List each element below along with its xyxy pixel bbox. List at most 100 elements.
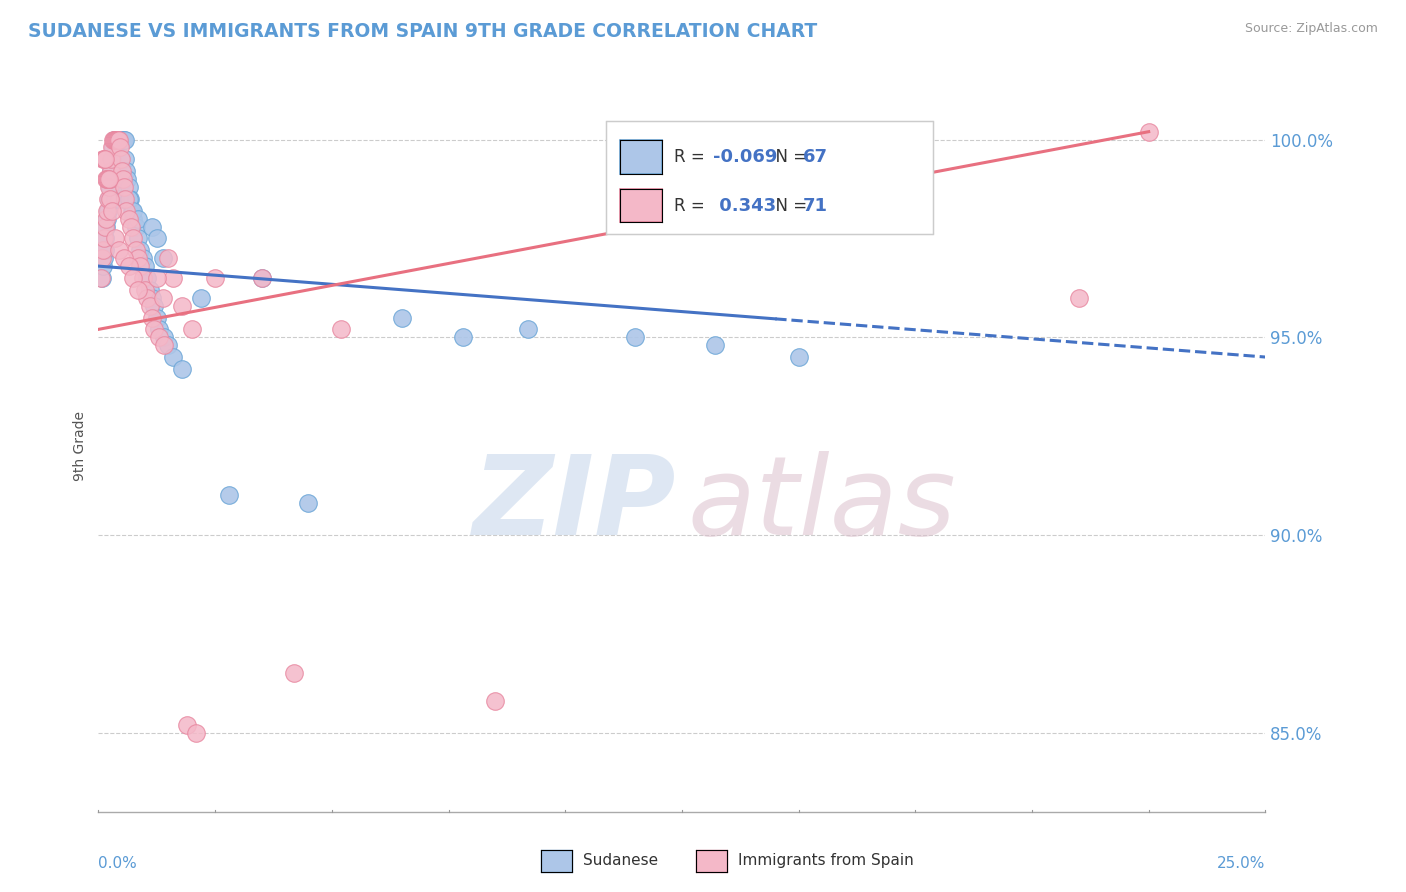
Point: [97, 203, 120, 218]
Point: [1137, 125, 1160, 139]
Point: [93, 251, 115, 265]
Point: [132, 251, 155, 265]
Text: R =: R =: [673, 148, 710, 166]
Point: [114, 153, 136, 167]
Point: [134, 259, 156, 273]
Point: [112, 132, 135, 146]
Point: [162, 350, 184, 364]
Point: [451, 330, 474, 344]
Point: [218, 488, 240, 502]
Point: [136, 271, 159, 285]
Point: [111, 164, 134, 178]
Point: [118, 259, 141, 273]
Point: [111, 132, 134, 146]
Point: [94, 219, 117, 234]
Point: [152, 338, 174, 352]
Point: [152, 291, 174, 305]
Point: [391, 310, 413, 325]
Point: [112, 251, 135, 265]
Point: [127, 283, 149, 297]
Point: [98, 180, 121, 194]
Point: [129, 244, 152, 258]
Point: [134, 283, 156, 297]
Point: [157, 251, 180, 265]
Point: [94, 231, 117, 245]
Text: 71: 71: [803, 196, 828, 215]
Point: [112, 180, 135, 194]
Point: [108, 140, 131, 154]
Y-axis label: 9th Grade: 9th Grade: [73, 411, 87, 481]
Point: [125, 244, 148, 258]
Point: [297, 496, 319, 510]
Point: [104, 132, 127, 146]
Point: [122, 203, 145, 218]
Point: [787, 350, 810, 364]
Point: [103, 132, 125, 146]
Point: [104, 132, 127, 146]
Point: [118, 192, 141, 206]
Point: [162, 271, 184, 285]
Point: [103, 132, 125, 146]
Point: [152, 330, 174, 344]
Point: [120, 219, 142, 234]
Point: [143, 322, 166, 336]
Point: [176, 717, 198, 731]
Point: [111, 172, 134, 186]
Point: [118, 180, 141, 194]
Point: [94, 244, 117, 258]
Point: [97, 172, 120, 186]
Point: [330, 322, 353, 336]
Point: [146, 310, 169, 325]
Point: [93, 153, 115, 167]
Point: [127, 231, 149, 245]
Text: 0.343: 0.343: [713, 196, 776, 215]
Point: [108, 132, 131, 146]
Point: [97, 192, 120, 206]
Point: [180, 322, 202, 336]
Point: [122, 271, 145, 285]
Point: [172, 299, 194, 313]
Point: [94, 211, 117, 226]
Point: [146, 271, 169, 285]
Point: [146, 231, 169, 245]
Point: [101, 153, 124, 167]
Point: [186, 725, 208, 739]
Point: [94, 153, 117, 167]
Point: [148, 330, 170, 344]
Point: [97, 192, 120, 206]
Point: [115, 203, 138, 218]
Point: [107, 132, 129, 146]
Point: [141, 310, 163, 325]
Text: Source: ZipAtlas.com: Source: ZipAtlas.com: [1244, 22, 1378, 36]
Point: [120, 192, 142, 206]
Point: [114, 192, 136, 206]
Point: [100, 164, 122, 178]
Point: [94, 219, 117, 234]
Point: [141, 291, 163, 305]
Point: [100, 153, 122, 167]
Point: [115, 164, 138, 178]
Point: [624, 330, 647, 344]
Text: N =: N =: [765, 196, 813, 215]
Text: Sudanese: Sudanese: [583, 854, 658, 868]
Point: [105, 132, 128, 146]
Point: [1067, 291, 1090, 305]
Text: N =: N =: [765, 148, 813, 166]
Point: [148, 322, 170, 336]
Text: 67: 67: [803, 148, 828, 166]
Point: [110, 132, 132, 146]
Point: [516, 322, 538, 336]
Point: [139, 283, 162, 297]
Point: [97, 172, 120, 186]
Point: [112, 192, 135, 206]
Point: [103, 140, 125, 154]
Point: [114, 132, 136, 146]
Point: [204, 271, 226, 285]
Point: [125, 219, 148, 234]
Point: [91, 251, 114, 265]
Point: [100, 164, 122, 178]
Text: -0.069: -0.069: [713, 148, 778, 166]
Point: [250, 271, 273, 285]
Point: [96, 211, 118, 226]
Point: [110, 153, 132, 167]
